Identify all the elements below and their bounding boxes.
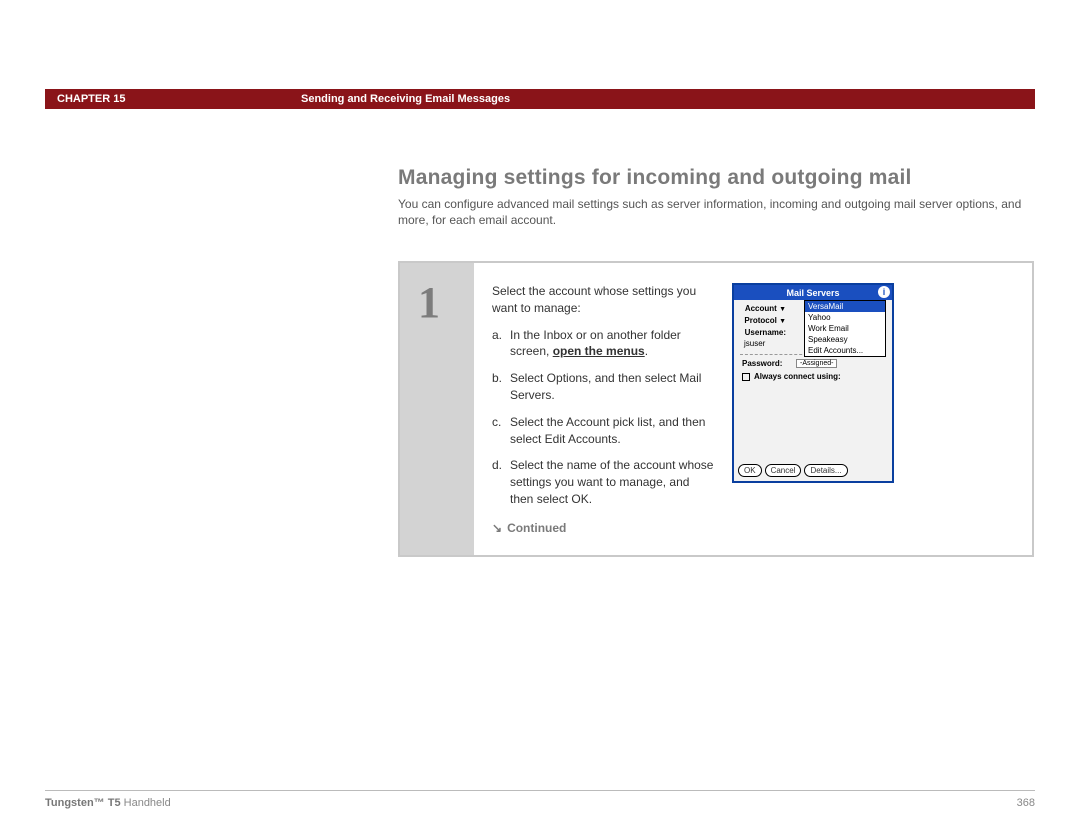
step-item-b-text: Select Options, and then select Mail Ser… (510, 370, 716, 404)
page-footer: Tungsten™ T5 Handheld 368 (45, 790, 1035, 809)
protocol-label: Protocol (744, 316, 776, 325)
step-item-d-text: Select the name of the account whose set… (510, 457, 716, 507)
dropdown-icon[interactable]: ▼ (779, 318, 786, 325)
step-lead: Select the account whose settings you wa… (492, 283, 716, 317)
menu-item-edit-accounts[interactable]: Edit Accounts... (805, 345, 885, 356)
menu-item-versamail[interactable]: VersaMail (805, 301, 885, 312)
section-heading: Managing settings for incoming and outgo… (398, 166, 912, 190)
step-item-label: c. (492, 414, 510, 448)
account-picklist-menu: VersaMail Yahoo Work Email Speakeasy Edi… (804, 300, 886, 357)
step-item-c: c. Select the Account pick list, and the… (492, 414, 716, 448)
always-connect-label: Always connect using: (754, 372, 841, 381)
section-intro: You can configure advanced mail settings… (398, 196, 1032, 228)
continued-label: Continued (507, 521, 566, 535)
menu-item-speakeasy[interactable]: Speakeasy (805, 334, 885, 345)
product-name-bold: Tungsten™ T5 (45, 797, 121, 809)
device-title: Mail Servers (786, 288, 839, 298)
dropdown-icon[interactable]: ▼ (779, 306, 786, 313)
step-item-a-post: . (645, 344, 648, 358)
chapter-title: Sending and Receiving Email Messages (301, 93, 510, 105)
ok-button[interactable]: OK (738, 464, 762, 477)
details-button[interactable]: Details... (804, 464, 847, 477)
page-number: 368 (1017, 797, 1035, 809)
chapter-header: CHAPTER 15 Sending and Receiving Email M… (45, 89, 1035, 109)
product-name-rest: Handheld (121, 797, 171, 809)
continued-indicator: ↘ Continued (492, 520, 716, 537)
step-item-b: b. Select Options, and then select Mail … (492, 370, 716, 404)
info-icon[interactable]: i (878, 286, 890, 298)
chapter-label: CHAPTER 15 (45, 93, 301, 105)
step-instructions: Select the account whose settings you wa… (492, 283, 732, 537)
device-titlebar: Mail Servers i (734, 285, 892, 300)
step-item-a: a. In the Inbox or on another folder scr… (492, 327, 716, 361)
step-item-label: a. (492, 327, 510, 361)
step-item-c-text: Select the Account pick list, and then s… (510, 414, 716, 448)
account-label: Account (745, 304, 777, 313)
step-box: 1 Select the account whose settings you … (398, 261, 1034, 557)
password-value[interactable]: -Assigned- (796, 359, 837, 368)
open-menus-link[interactable]: open the menus (553, 344, 645, 358)
step-item-label: b. (492, 370, 510, 404)
cancel-button[interactable]: Cancel (765, 464, 802, 477)
password-label: Password: (742, 359, 796, 368)
menu-item-work-email[interactable]: Work Email (805, 323, 885, 334)
always-connect-checkbox[interactable] (742, 373, 750, 381)
device-screenshot: Mail Servers i Account ▼ Protocol ▼ User… (732, 283, 894, 483)
username-label: Username: (738, 328, 788, 337)
continued-arrow-icon: ↘ (492, 520, 502, 537)
menu-item-yahoo[interactable]: Yahoo (805, 312, 885, 323)
step-item-label: d. (492, 457, 510, 507)
step-number: 1 (400, 263, 474, 555)
step-item-d: d. Select the name of the account whose … (492, 457, 716, 507)
